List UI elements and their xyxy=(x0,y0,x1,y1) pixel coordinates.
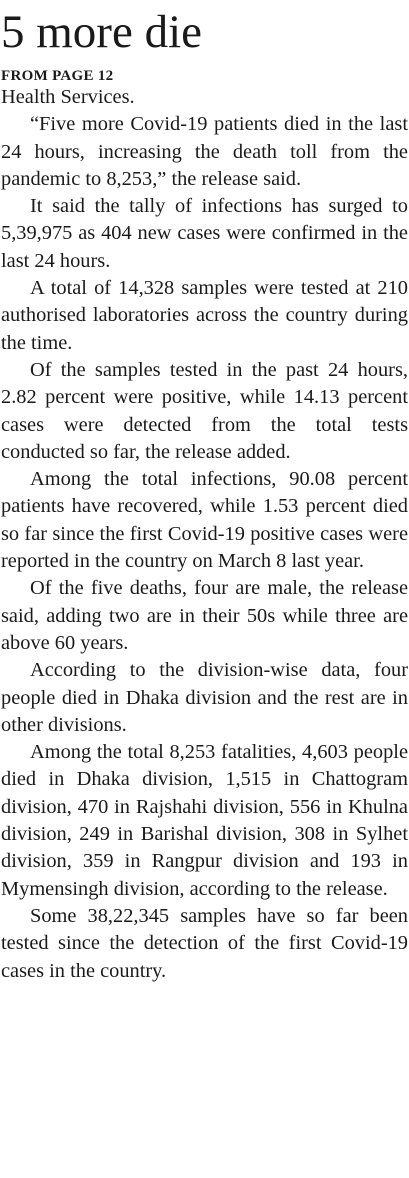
paragraph-death-demographics: Of the five deaths, four are male, the r… xyxy=(1,577,408,654)
paragraph-recovery-rate: Among the total infections, 90.08 percen… xyxy=(1,468,408,573)
paragraph-continued: Health Services. xyxy=(1,86,135,108)
paragraph-fatalities-by-division: Among the total 8,253 fatalities, 4,603 … xyxy=(1,741,408,900)
paragraph-total-samples: Some 38,22,345 samples have so far been … xyxy=(1,904,408,982)
paragraph-death-toll: “Five more Covid-19 patients died in the… xyxy=(1,113,408,190)
jump-line: FROM PAGE 12 xyxy=(1,68,114,84)
news-article: 5 more die FROM PAGE 12 Health Services.… xyxy=(1,6,408,982)
paragraph-positivity-rate: Of the samples tested in the past 24 hou… xyxy=(1,358,408,463)
headline: 5 more die xyxy=(1,6,202,58)
paragraph-division-data: According to the division-wise data, fou… xyxy=(1,659,408,736)
paragraph-infection-tally: It said the tally of infections has surg… xyxy=(1,195,408,272)
paragraph-samples-tested: A total of 14,328 samples were tested at… xyxy=(1,277,408,354)
